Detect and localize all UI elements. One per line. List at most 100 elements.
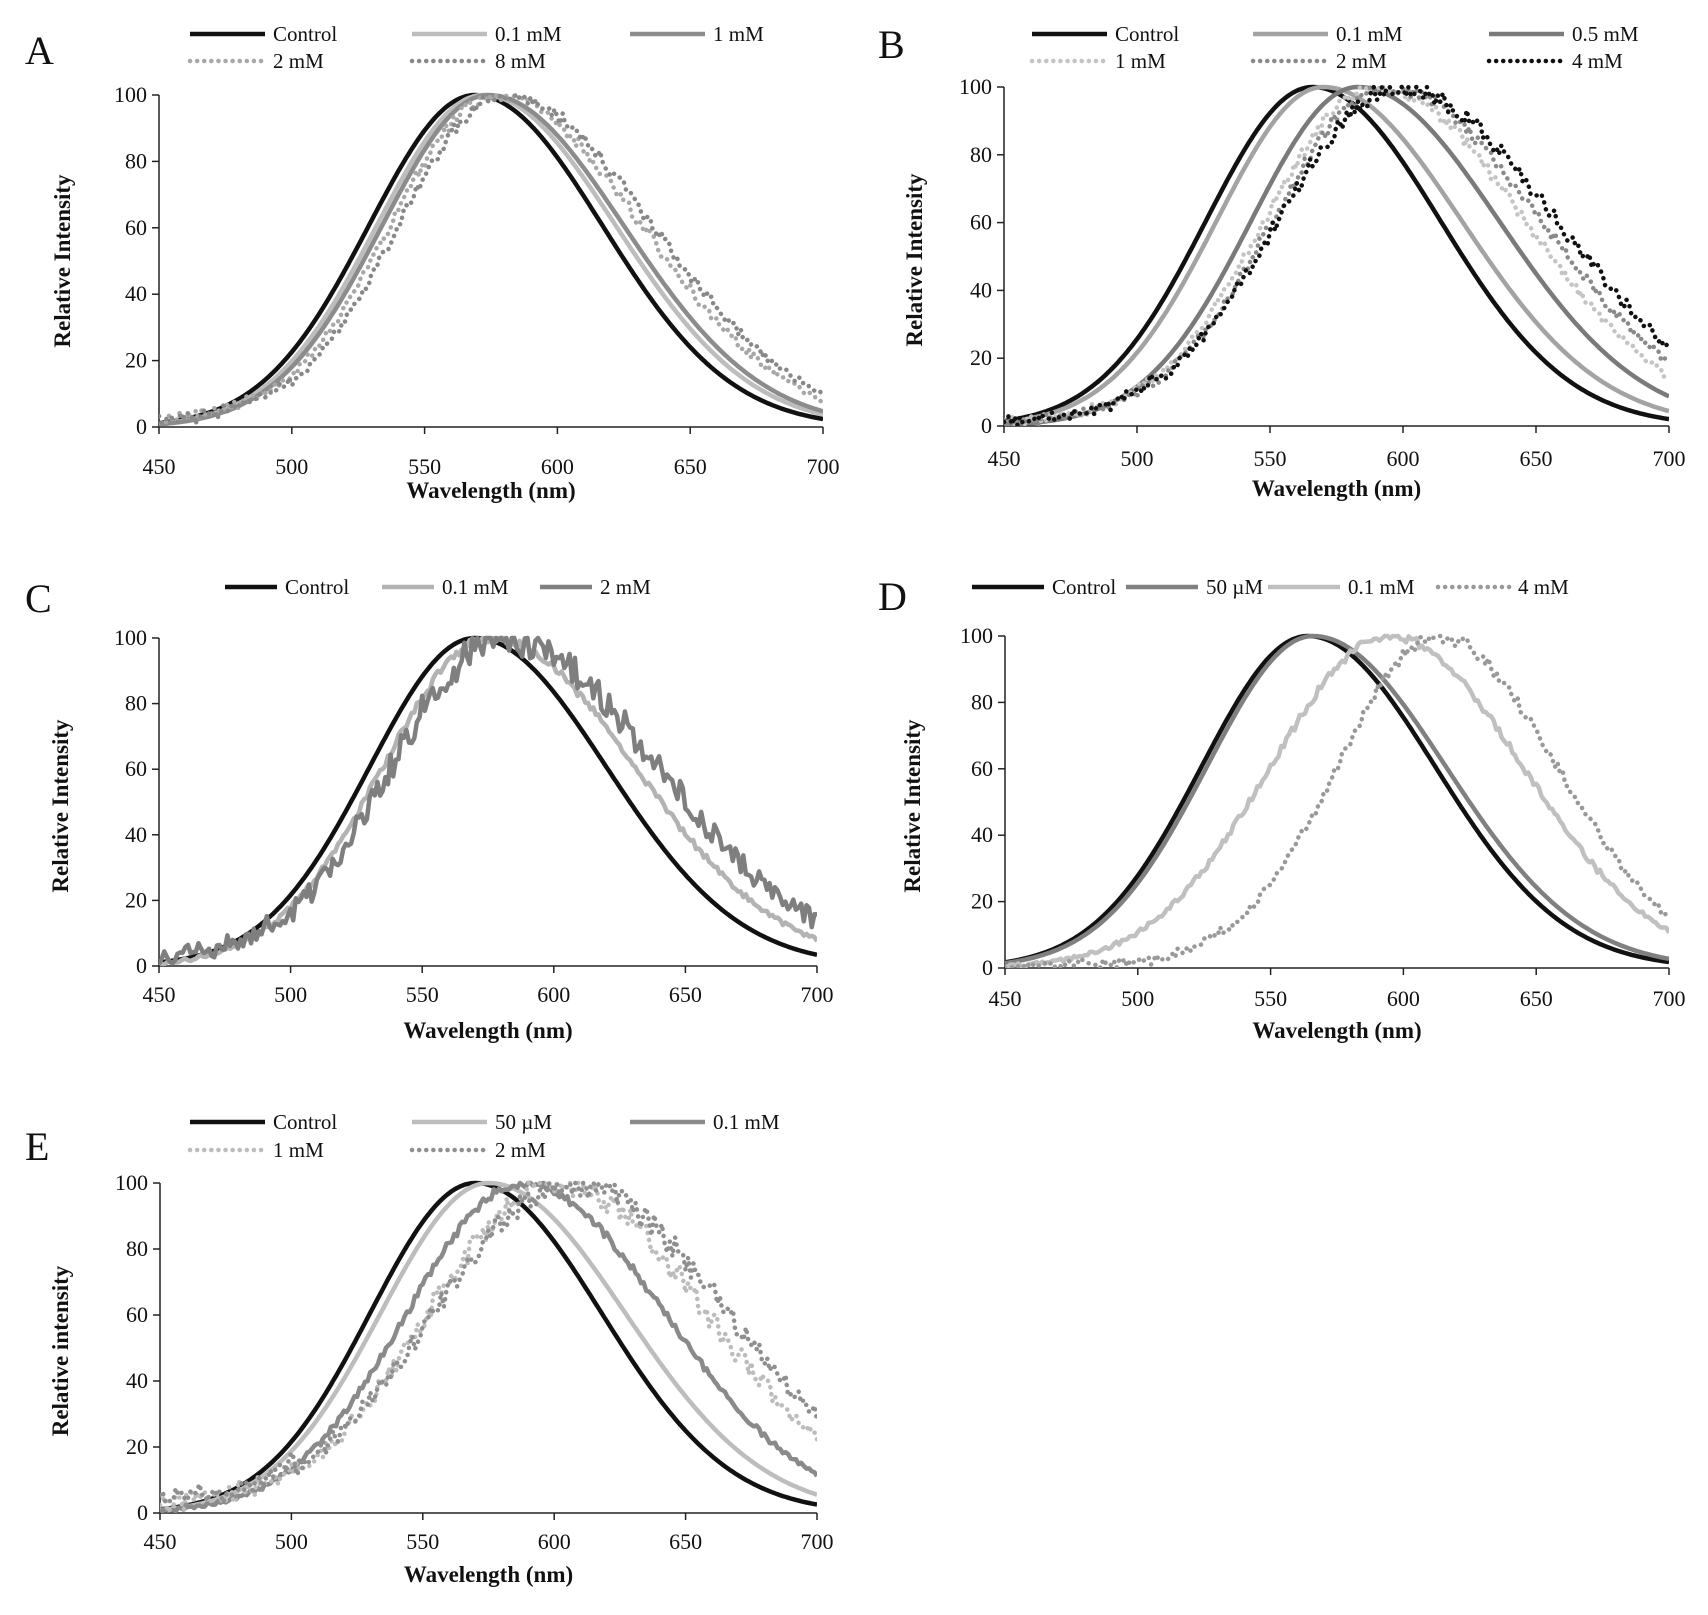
y-tick-label: 20: [971, 889, 993, 914]
y-tick-label: 60: [971, 756, 993, 781]
x-tick-label: 700: [801, 982, 834, 1007]
x-tick-label: 650: [1520, 446, 1553, 471]
legend-label: 4 mM: [1518, 575, 1569, 599]
legend-label: 0.1 mM: [495, 22, 562, 46]
legend-label: 1 mM: [1115, 49, 1166, 73]
x-tick-label: 550: [406, 1529, 439, 1554]
x-tick-label: 600: [1387, 446, 1420, 471]
y-tick-label: 40: [126, 1368, 148, 1393]
legend: Control 0.1 mM 1 mM 2 mM 8 mM: [187, 22, 764, 73]
y-tick-label: 0: [981, 413, 992, 438]
series-2-mm: [160, 1180, 817, 1511]
series-group: [159, 92, 823, 427]
y-tick-label: 20: [970, 345, 992, 370]
legend: Control 0.1 mM 2 mM: [225, 575, 651, 599]
x-tick-label: 650: [674, 454, 707, 479]
y-axis-title: Relative Intensity: [48, 719, 73, 893]
series-50-um: [1005, 633, 1669, 966]
y-tick-label: 80: [126, 1236, 148, 1261]
legend-label: 2 mM: [495, 1138, 546, 1162]
series-control: [1005, 633, 1669, 965]
y-tick-label: 20: [125, 348, 147, 373]
x-tick-label: 500: [275, 454, 308, 479]
panel-letter: C: [25, 576, 52, 621]
y-tick-label: 0: [982, 955, 993, 980]
x-tick-label: 600: [1387, 986, 1420, 1011]
legend: Control 50 µM 0.1 mM 1 mM 2 mM: [187, 1110, 780, 1162]
x-tick-label: 500: [274, 982, 307, 1007]
x-tick-label: 550: [1254, 986, 1287, 1011]
y-axis-title: Relative Intensity: [902, 173, 927, 347]
x-axis-title: Wavelength (nm): [1252, 476, 1421, 501]
series-0-1-mm: [160, 1180, 817, 1513]
y-axis-title: Relative intensity: [48, 1265, 73, 1436]
x-tick-label: 650: [669, 982, 702, 1007]
y-tick-label: 80: [970, 142, 992, 167]
legend-label: 50 µM: [495, 1110, 552, 1134]
legend-label: 0.1 mM: [1348, 575, 1415, 599]
x-tick-label: 450: [143, 454, 176, 479]
x-tick-label: 500: [1121, 446, 1154, 471]
series-1-mm: [160, 1180, 817, 1513]
series-4-mm: [1004, 84, 1669, 426]
x-tick-label: 450: [988, 446, 1021, 471]
x-tick-label: 500: [275, 1529, 308, 1554]
y-tick-label: 60: [125, 215, 147, 240]
x-tick-label: 450: [144, 1529, 177, 1554]
x-tick-label: 600: [537, 982, 570, 1007]
y-tick-label: 60: [125, 756, 147, 781]
legend-label: Control: [273, 22, 337, 46]
y-tick-label: 100: [959, 74, 992, 99]
series-group: [159, 635, 817, 966]
y-tick-label: 0: [136, 953, 147, 978]
series-group: [160, 1180, 817, 1513]
legend: Control 0.1 mM 0.5 mM 1 mM 2 mM 4 mM: [1029, 22, 1639, 73]
x-tick-label: 700: [1653, 446, 1686, 471]
x-axis-title: Wavelength (nm): [406, 478, 575, 503]
legend-label: 2 mM: [273, 49, 324, 73]
y-tick-label: 40: [125, 281, 147, 306]
panel-b: B 450 500 550 600 650 700 0 20 40 60 80 100 Wavelengt…: [878, 22, 1686, 501]
legend-label: 2 mM: [600, 575, 651, 599]
x-tick-label: 450: [143, 982, 176, 1007]
series-4-mm: [1005, 633, 1669, 968]
y-tick-label: 0: [137, 1500, 148, 1525]
y-tick-label: 20: [126, 1434, 148, 1459]
legend-label: 1 mM: [273, 1138, 324, 1162]
series-control: [159, 92, 823, 426]
panel-a: A 450 500 550 600 650 700 0 20 40 60 80 100 Wavelengt…: [25, 22, 840, 503]
x-tick-label: 700: [801, 1529, 834, 1554]
x-axis-title: Wavelength (nm): [404, 1562, 573, 1587]
legend-label: 2 mM: [1336, 49, 1387, 73]
panel-letter: E: [25, 1124, 49, 1169]
y-tick-label: 20: [125, 887, 147, 912]
y-tick-label: 40: [125, 822, 147, 847]
series-0-1-mm: [1005, 633, 1669, 968]
x-tick-label: 650: [669, 1529, 702, 1554]
y-tick-label: 100: [114, 82, 147, 107]
panel-e: E 450 500 550 600 650 700 0 20 40 60 80 100 Wavelengt…: [25, 1110, 834, 1587]
legend-label: 4 mM: [1572, 49, 1623, 73]
x-axis-title: Wavelength (nm): [403, 1018, 572, 1043]
y-tick-label: 80: [125, 691, 147, 716]
y-tick-label: 60: [970, 210, 992, 235]
y-axis-title: Relative Intensity: [900, 719, 925, 893]
series-group: [1005, 633, 1669, 968]
y-tick-label: 80: [125, 148, 147, 173]
y-tick-label: 100: [114, 625, 147, 650]
series-0-5-mm: [1004, 84, 1669, 426]
legend-label: Control: [273, 1110, 337, 1134]
y-tick-label: 100: [960, 623, 993, 648]
panel-letter: A: [25, 28, 54, 73]
legend-label: 0.1 mM: [442, 575, 509, 599]
legend-label: 1 mM: [713, 22, 764, 46]
legend-label: Control: [285, 575, 349, 599]
panel-d: D 450 500 550 600 650 700 0 20 40 60 80 100 Wavelengt…: [878, 574, 1686, 1043]
y-tick-label: 100: [115, 1170, 148, 1195]
series-0-1-mm: [1004, 84, 1669, 425]
legend-label: Control: [1115, 22, 1179, 46]
legend-label: Control: [1052, 575, 1116, 599]
x-tick-label: 600: [541, 454, 574, 479]
x-tick-label: 550: [408, 454, 441, 479]
